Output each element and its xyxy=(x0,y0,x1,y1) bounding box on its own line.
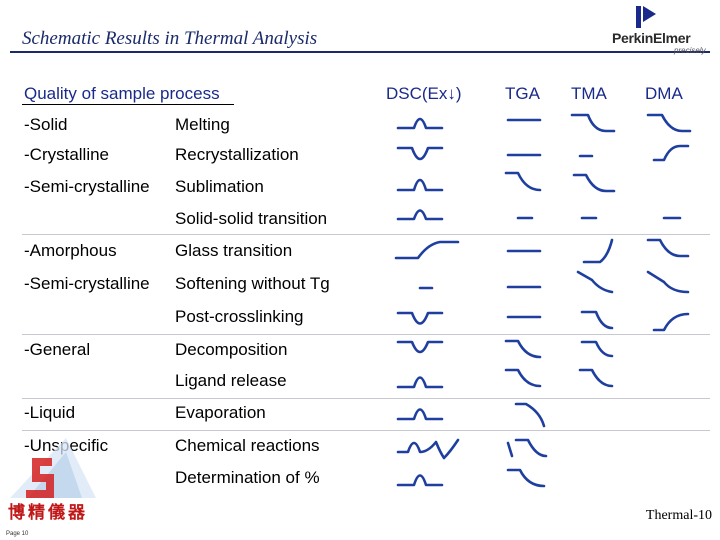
row-quality: -Solid xyxy=(24,115,68,134)
perkinelmer-logo-mark-icon xyxy=(636,6,656,28)
header-quality: Quality of sample process xyxy=(24,84,220,103)
tma-curve-glass-transition xyxy=(582,238,614,264)
dma-curve-post-crosslinking xyxy=(652,312,690,332)
row-process: Solid-solid transition xyxy=(175,209,328,228)
company-name-cn: 博精儀器 xyxy=(8,503,88,523)
row-process: Decomposition xyxy=(175,340,288,359)
row-separator xyxy=(22,334,710,335)
tga-curve-sublimation xyxy=(504,171,542,192)
row-process: Melting xyxy=(175,115,230,134)
dsc-curve-sublimation xyxy=(396,178,444,192)
row-process: Determination of % xyxy=(175,468,320,487)
dsc-curve-determination xyxy=(396,474,444,487)
row-quality: -Semi-crystalline xyxy=(24,177,150,196)
row-separator xyxy=(22,234,710,235)
row-quality: -Liquid xyxy=(24,403,76,422)
slide-title: Schematic Results in Thermal Analysis xyxy=(22,28,318,49)
row-process: Softening without Tg xyxy=(175,274,330,293)
row-quality: -Crystalline xyxy=(24,145,110,164)
row-separator xyxy=(22,430,710,431)
row-quality: -Semi-crystalline xyxy=(24,274,150,293)
title-rule xyxy=(10,51,710,53)
logo-name: PerkinElmer xyxy=(612,30,691,46)
header-dsc: DSC(Ex↓) xyxy=(386,84,462,103)
header-tga: TGA xyxy=(505,84,540,103)
dma-curve-glass-transition xyxy=(646,238,690,258)
row-process: Evaporation xyxy=(175,403,266,422)
tma-curve-decomposition xyxy=(580,340,614,358)
row-process: Sublimation xyxy=(175,177,264,196)
row-process: Chemical reactions xyxy=(175,436,320,455)
dsc-curve-solid-solid xyxy=(396,209,444,221)
tma-curve-ligand-release xyxy=(578,368,614,388)
dma-curve-softening xyxy=(646,270,690,294)
tga-curve-determination xyxy=(506,468,546,488)
perkinelmer-logo: PerkinElmer precisely xyxy=(608,4,718,55)
header-underline xyxy=(22,104,234,105)
dma-curve-melting xyxy=(646,113,692,133)
dsc-curve-chemical-reactions xyxy=(396,438,460,460)
dsc-curve-recrystallization xyxy=(396,146,444,161)
dsc-curve-decomposition xyxy=(396,340,444,354)
tma-curve-sublimation xyxy=(572,173,616,193)
dsc-curve-evaporation xyxy=(396,408,444,421)
row-process: Recrystallization xyxy=(175,145,299,164)
tga-curve-chemical-reactions-a xyxy=(506,441,514,458)
tma-curve-melting xyxy=(570,113,616,133)
tga-curve-decomposition xyxy=(504,339,542,359)
row-process: Glass transition xyxy=(175,241,293,260)
dsc-curve-ligand-release xyxy=(396,376,444,389)
row-process: Post-crosslinking xyxy=(175,307,304,326)
row-process: Ligand release xyxy=(175,371,287,390)
dma-curve-recrystallization xyxy=(652,144,690,162)
dsc-curve-post-crosslinking xyxy=(396,311,444,325)
tga-curve-evaporation xyxy=(514,402,546,428)
header-dma: DMA xyxy=(645,84,683,103)
tma-curve-post-crosslinking xyxy=(580,310,614,330)
header-tma: TMA xyxy=(571,84,607,103)
tma-curve-softening xyxy=(576,270,614,294)
company-corner-logo xyxy=(10,438,96,498)
dsc-curve-melting xyxy=(396,117,444,130)
dsc-curve-glass-transition xyxy=(394,240,460,260)
row-separator xyxy=(22,398,710,399)
tga-curve-chemical-reactions-b xyxy=(514,438,548,458)
logo-tagline: precisely xyxy=(674,46,706,55)
row-quality: -Amorphous xyxy=(24,241,117,260)
page-number: Page 10 xyxy=(6,531,29,537)
row-quality: -General xyxy=(24,340,91,359)
tga-curve-ligand-release xyxy=(504,368,542,388)
slide-reference: Thermal-10 xyxy=(645,508,712,523)
